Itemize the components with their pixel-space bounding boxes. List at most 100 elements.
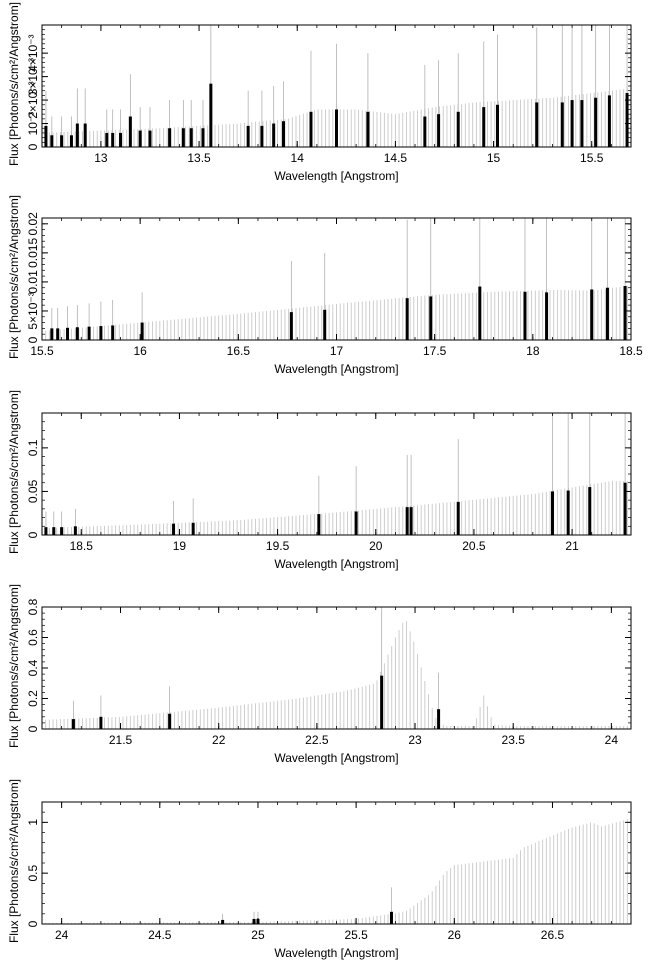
- line-bar: [590, 289, 594, 340]
- line-bar: [201, 128, 205, 147]
- x-tick-label: 24: [605, 733, 619, 747]
- line-bar: [605, 287, 609, 340]
- x-axis: 18.5 19 19.5 20 20.5 21: [41, 413, 632, 553]
- y-axis-label: Flux [Photons/s/cm²/Angstrom]: [7, 195, 21, 359]
- x-tick-label: 23.5: [502, 733, 526, 747]
- y-tick-label: 5×10⁻³: [26, 292, 40, 329]
- x-tick-label: 20.5: [462, 539, 486, 553]
- y-tick-label: 0.8: [26, 598, 40, 615]
- x-axis-label: Wavelength [Angstrom]: [274, 946, 398, 960]
- line-bar: [566, 490, 570, 535]
- line-bar: [60, 135, 64, 147]
- line-bar: [335, 109, 338, 147]
- line-bar: [172, 523, 176, 535]
- y-axis: 0 10⁻³2×10⁻³3×10⁻³4×10⁻³: [26, 24, 631, 150]
- line-bar: [71, 719, 75, 729]
- line-bar: [128, 116, 132, 147]
- line-bar: [482, 107, 486, 147]
- line-bar: [111, 132, 115, 147]
- y-axis-label: Flux [Photons/s/cm²/Angstrom]: [7, 584, 21, 748]
- line-bar: [423, 116, 427, 147]
- line-bar: [560, 102, 564, 147]
- line-bar: [309, 111, 313, 147]
- x-tick-label: 18.5: [619, 344, 643, 358]
- line-bar: [73, 526, 77, 535]
- line-bar: [623, 482, 627, 535]
- continuum-bars: [41, 480, 632, 535]
- line-bar: [545, 292, 549, 340]
- x-tick-label: 16.5: [227, 344, 251, 358]
- line-bar: [456, 501, 460, 535]
- line-bars: [44, 25, 629, 147]
- x-tick-label: 15.5: [30, 344, 54, 358]
- y-axis: 0 5×10⁻³0.01 0.015 0.02: [26, 212, 631, 343]
- line-bar: [60, 527, 64, 535]
- line-bar: [99, 326, 103, 340]
- line-bar: [148, 130, 152, 147]
- line-bar: [281, 121, 285, 147]
- y-tick-label: 1: [26, 819, 40, 826]
- y-tick-label: 0.6: [26, 629, 40, 646]
- line-bar: [317, 514, 321, 535]
- y-tick-label: 2×10⁻³: [26, 81, 40, 118]
- x-tick-label: 23: [408, 733, 422, 747]
- line-bar: [607, 95, 611, 147]
- line-bar: [478, 286, 482, 340]
- line-bar: [354, 511, 358, 535]
- line-bar: [405, 507, 409, 535]
- line-bar: [437, 114, 441, 147]
- x-tick-label: 17: [330, 344, 344, 358]
- x-tick-label: 21.5: [109, 733, 133, 747]
- line-bar: [625, 93, 629, 147]
- x-tick-label: 24: [55, 928, 69, 942]
- x-tick-label: 14.5: [384, 151, 408, 165]
- line-bar: [456, 111, 460, 147]
- x-axis: 13 13.5 14 14.5 15 15.5: [41, 25, 632, 165]
- x-tick-label: 20: [369, 539, 383, 553]
- y-tick-label: 0.1: [26, 439, 40, 456]
- y-tick-label: 0.05: [26, 479, 40, 503]
- y-tick-label: 3×10⁻³: [26, 58, 40, 95]
- continuum-bars: [41, 88, 632, 147]
- y-tick-label: 0: [26, 336, 40, 343]
- x-axis-label: Wavelength [Angstrom]: [274, 169, 398, 183]
- line-bar: [550, 491, 554, 535]
- x-tick-label: 26.5: [541, 928, 565, 942]
- line-bar: [429, 296, 433, 340]
- panel-3: 18.5 19 19.5 20 20.5 21 Wavelength [Angstrom] 0…: [7, 390, 632, 571]
- continuum-bars: [41, 818, 632, 924]
- line-bar: [140, 322, 144, 340]
- line-bar: [437, 709, 441, 729]
- panel-4: 21.5 22 22.5 23 23.5 24 Wavelength [Angstrom] 0…: [7, 584, 632, 765]
- line-bar: [181, 128, 185, 147]
- line-bar: [523, 291, 527, 340]
- line-bar: [580, 100, 584, 147]
- x-axis: 24 24.5 25 25.5 26 26.5: [41, 802, 632, 942]
- line-bar: [535, 102, 539, 147]
- x-tick-label: 17.5: [423, 344, 447, 358]
- line-bar: [75, 327, 79, 340]
- line-bar: [111, 325, 115, 340]
- line-bars: [71, 607, 441, 729]
- y-axis: 0 0.05 0.1: [26, 412, 631, 538]
- x-tick-label: 21: [565, 539, 579, 553]
- line-bar: [366, 111, 370, 147]
- panel-2: 15.5 16 16.5 17 17.5 18 18.5 Wavelength [Angstr…: [7, 195, 643, 376]
- line-bar: [44, 125, 48, 147]
- y-axis-label: Flux [Photons/s/cm²/Angstrom]: [7, 779, 21, 943]
- x-tick-label: 25: [251, 928, 265, 942]
- x-tick-label: 19.5: [266, 539, 290, 553]
- line-bar: [594, 97, 598, 147]
- x-axis: 15.5 16 16.5 17 17.5 18 18.5: [30, 218, 643, 358]
- line-bar: [405, 298, 409, 340]
- x-axis-label: Wavelength [Angstrom]: [274, 557, 398, 571]
- line-bar: [260, 125, 264, 147]
- x-tick-label: 22: [212, 733, 226, 747]
- x-tick-label: 26: [448, 928, 462, 942]
- line-bar: [83, 123, 87, 147]
- line-bar: [119, 132, 123, 147]
- y-tick-label: 0.2: [26, 690, 40, 707]
- panel-5: 24 24.5 25 25.5 26 26.5 Wavelength [Angstrom] 0…: [7, 779, 632, 960]
- x-tick-label: 24.5: [148, 928, 172, 942]
- line-bar: [191, 522, 195, 535]
